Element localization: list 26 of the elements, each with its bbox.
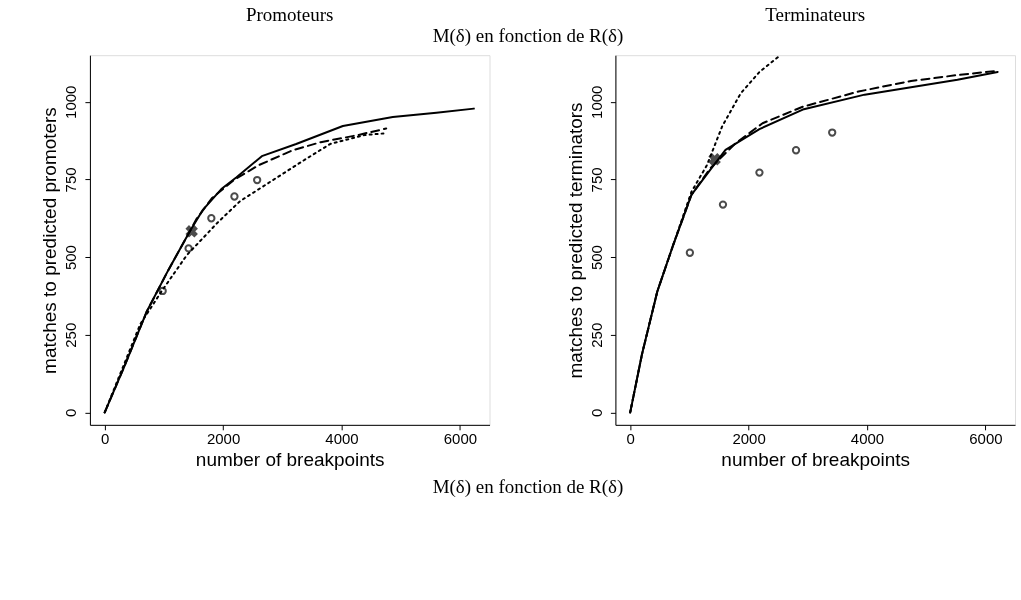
y-axis-title: matches to predicted terminators: [564, 102, 586, 379]
y-tick-label: 500: [62, 245, 80, 271]
chart-title: Terminateurs: [765, 4, 866, 26]
x-tick-label: 2000: [206, 430, 241, 448]
chart-title: Promoteurs: [245, 4, 334, 26]
y-tick-label: 0: [587, 408, 605, 418]
y-axis-title: matches to predicted promoters: [39, 107, 61, 374]
x-tick-label: 0: [101, 430, 110, 448]
x-tick-label: 4000: [850, 430, 885, 448]
y-tick-label: 500: [587, 245, 605, 271]
text: M(δ) en fonction de R(δ): [432, 476, 624, 499]
x-tick-label: 4000: [325, 430, 359, 448]
y-tick-label: 250: [62, 322, 80, 348]
y-tick-label: 750: [587, 167, 605, 193]
x-tick-label: 2000: [732, 430, 766, 448]
x-axis-title: number of breakpoints: [195, 449, 385, 471]
y-tick-label: 1000: [587, 85, 605, 119]
y-tick-label: 250: [587, 322, 605, 348]
text: M(δ) en fonction de R(δ): [432, 24, 624, 47]
y-tick-label: 750: [62, 167, 80, 193]
y-tick-label: 0: [62, 408, 80, 418]
y-tick-label: 1000: [62, 85, 80, 119]
x-tick-label: 6000: [443, 430, 478, 448]
x-tick-label: 0: [626, 430, 635, 448]
x-axis-title: number of breakpoints: [721, 449, 911, 471]
x-tick-label: 6000: [969, 430, 1003, 448]
